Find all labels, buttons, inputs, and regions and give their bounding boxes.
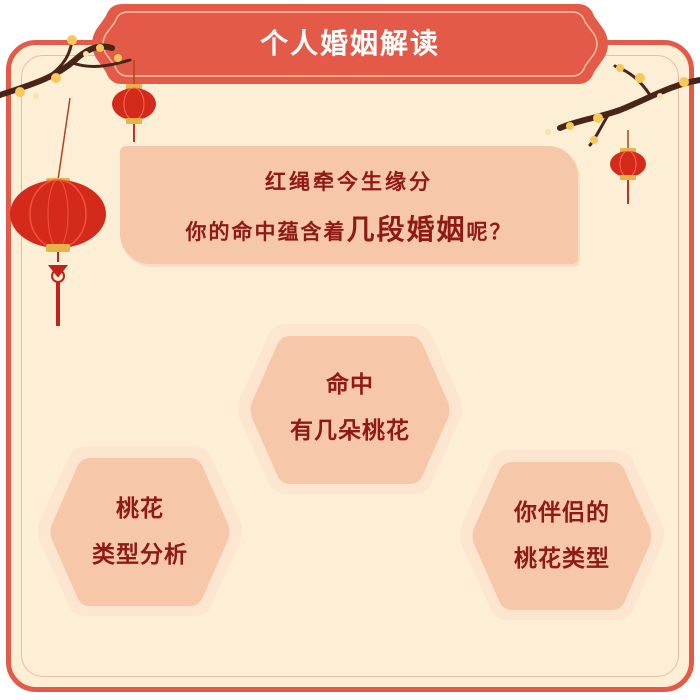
question-box: 红绳牵今生缘分 你的命中蕴含着几段婚姻呢？ <box>120 146 578 264</box>
question-line-1: 红绳牵今生缘分 <box>265 170 433 194</box>
hexagon-1-line-1: 命中 <box>326 372 374 398</box>
hexagon-1-line-2: 有几朵桃花 <box>290 418 410 444</box>
hexagon-2-line-2: 类型分析 <box>92 542 188 568</box>
hexagon-3-line-1: 你伴侣的 <box>514 500 610 526</box>
hexagon-3-line-2: 桃花类型 <box>514 546 610 572</box>
page-title: 个人婚姻解读 <box>259 27 440 60</box>
question-prefix: 你的命中蕴含着 <box>185 220 347 244</box>
hexagon-label-2: 桃花 类型分析 <box>50 486 230 578</box>
hexagon-label-1: 命中 有几朵桃花 <box>250 362 450 454</box>
question-suffix: 呢？ <box>466 220 513 244</box>
question-line-2: 你的命中蕴含着几段婚姻呢？ <box>120 208 578 248</box>
hexagon-label-3: 你伴侣的 桃花类型 <box>472 490 652 582</box>
hexagon-2-line-1: 桃花 <box>116 496 164 522</box>
question-emphasis: 几段婚姻 <box>346 213 467 246</box>
